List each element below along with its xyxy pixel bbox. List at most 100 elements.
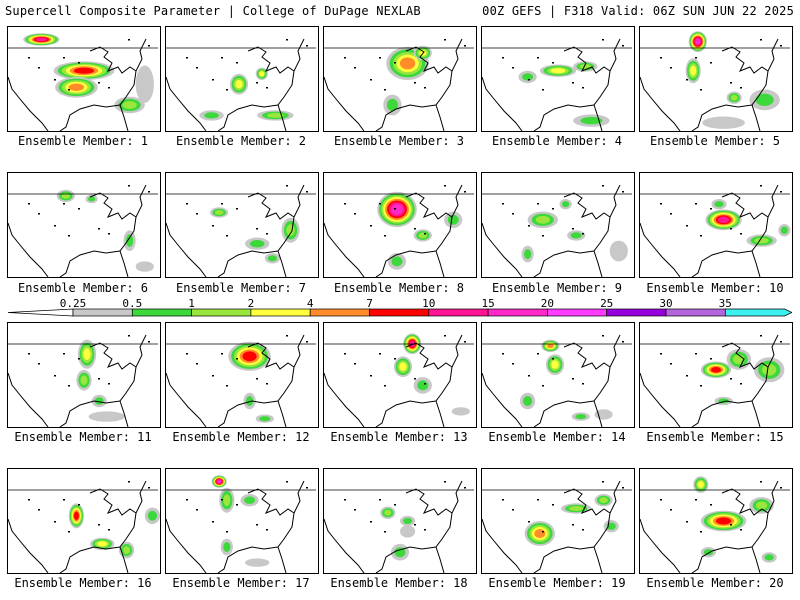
lake-dot [108, 233, 110, 235]
gulf-coastline [59, 546, 121, 573]
great-lakes-outline [247, 192, 295, 220]
lake-dot [622, 341, 624, 343]
scp-contour [223, 494, 231, 506]
scp-contour [135, 65, 154, 103]
atlantic-coastline [435, 184, 463, 277]
lake-dot [236, 208, 238, 210]
lake-dot [221, 203, 223, 205]
scp-map [166, 184, 316, 277]
lake-dot [730, 524, 732, 526]
colorbar-segment [428, 308, 489, 317]
scp-contour [447, 214, 459, 225]
lake-dot [148, 191, 150, 193]
colorbar-legend: 0.25 0.5 1 2 4 7 10 15 20 25 30 35 [8, 298, 792, 322]
lake-dot [602, 39, 604, 41]
lake-dot [286, 481, 288, 483]
lake-dot [740, 87, 742, 89]
lake-dot [760, 39, 762, 41]
lake-dot [424, 87, 426, 89]
scp-contour [242, 351, 257, 362]
great-lakes-outline [405, 192, 453, 220]
colorbar-segment [131, 308, 192, 317]
colorbar-segment [72, 308, 133, 317]
ensemble-map-panel [7, 26, 161, 132]
member-label: Ensemble Member: 15 [646, 430, 784, 444]
pacific-coastline [8, 372, 49, 427]
lake-dot [695, 203, 697, 205]
ensemble-map-panel [481, 26, 635, 132]
lake-dot [344, 203, 346, 205]
ensemble-map-panel [639, 26, 793, 132]
scp-map [8, 480, 160, 573]
scp-contour [88, 411, 126, 422]
great-lakes-outline [405, 342, 453, 370]
lake-dot [394, 208, 396, 210]
lake-dot [108, 383, 110, 385]
scp-contour [68, 83, 85, 91]
scp-contour [135, 261, 154, 272]
lake-dot [128, 185, 130, 187]
ensemble-map-panel [639, 468, 793, 574]
lake-dot [38, 213, 40, 215]
atlantic-coastline [277, 334, 305, 427]
lake-dot [502, 499, 504, 501]
lake-dot [572, 228, 574, 230]
lake-dot [384, 89, 386, 91]
colorbar-tick-label: 2 [248, 298, 255, 310]
lake-dot [686, 375, 688, 377]
lake-dot [212, 521, 214, 523]
member-label: Ensemble Member: 19 [488, 576, 626, 590]
lake-dot [212, 79, 214, 81]
great-lakes-outline [563, 192, 611, 220]
gulf-coastline [217, 250, 279, 277]
atlantic-coastline [751, 334, 779, 427]
lake-dot [572, 524, 574, 526]
pacific-coastline [166, 372, 207, 427]
great-lakes-outline [721, 342, 769, 370]
lake-dot [78, 62, 80, 64]
lake-dot [760, 481, 762, 483]
lake-dot [256, 82, 258, 84]
lake-dot [414, 228, 416, 230]
scp-contour [286, 224, 295, 236]
lake-dot [582, 383, 584, 385]
lake-dot [730, 378, 732, 380]
pacific-coastline [482, 372, 523, 427]
scp-contour [214, 210, 224, 215]
lake-dot [622, 45, 624, 47]
member-label: Ensemble Member: 5 [649, 134, 781, 148]
lake-dot [670, 363, 672, 365]
lake-dot [528, 521, 530, 523]
lake-dot [424, 529, 426, 531]
scp-contour [384, 509, 392, 516]
lake-dot [38, 509, 40, 511]
scp-contour [400, 525, 416, 538]
lake-dot [370, 375, 372, 377]
ensemble-map-panel [481, 322, 635, 428]
lake-dot [63, 499, 65, 501]
great-lakes-outline [405, 46, 453, 74]
member-label: Ensemble Member: 16 [14, 576, 152, 590]
lake-dot [740, 529, 742, 531]
lake-dot [266, 383, 268, 385]
lake-dot [38, 363, 40, 365]
scp-contour [246, 396, 254, 406]
lake-dot [686, 79, 688, 81]
scp-map [640, 184, 791, 277]
lake-dot [537, 57, 539, 59]
atlantic-coastline [119, 184, 147, 277]
pacific-coastline [8, 76, 49, 131]
lake-dot [710, 504, 712, 506]
lake-dot [286, 39, 288, 41]
lake-dot [730, 82, 732, 84]
colorbar-segment [665, 308, 726, 317]
scp-map [324, 333, 474, 427]
ensemble-map-panel [165, 322, 319, 428]
lake-dot [670, 67, 672, 69]
pacific-coastline [482, 518, 523, 573]
ensemble-map-panel [639, 172, 793, 278]
lake-dot [68, 89, 70, 91]
scp-contour [710, 367, 722, 373]
lake-dot [444, 39, 446, 41]
great-lakes-outline [247, 342, 295, 370]
